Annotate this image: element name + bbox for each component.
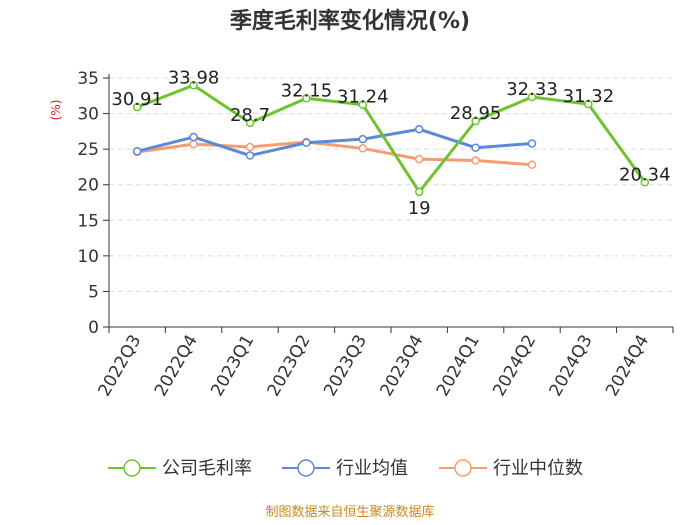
legend-item-1[interactable]: 行业均值 — [282, 458, 408, 479]
x-tick-label: 2024Q3 — [546, 332, 597, 400]
data-label: 30.91 — [111, 89, 163, 110]
x-tick-label: 2023Q3 — [320, 332, 371, 400]
data-point — [245, 151, 255, 160]
data-label: 32.15 — [281, 80, 333, 101]
y-tick-label: 10 — [77, 247, 99, 267]
y-tick-label: 25 — [77, 140, 99, 160]
data-label: 32.33 — [506, 79, 558, 100]
x-tick-label: 2023Q4 — [376, 332, 427, 400]
data-point — [584, 99, 593, 109]
data-point — [527, 139, 537, 148]
data-point — [527, 92, 537, 102]
x-tick-label: 2024Q1 — [433, 331, 484, 399]
y-tick-label: 20 — [77, 176, 99, 196]
y-tick-label: 0 — [88, 318, 99, 338]
data-label: 28.95 — [450, 103, 502, 124]
series-layer — [132, 81, 650, 197]
data-label: 28.7 — [230, 105, 270, 126]
legend-label: 行业中位数 — [493, 458, 583, 479]
series-line-1 — [136, 127, 533, 158]
data-point — [245, 142, 255, 152]
y-tick-label: 30 — [77, 105, 99, 125]
data-point — [245, 118, 255, 128]
x-tick-label: 2024Q4 — [602, 332, 653, 400]
data-label: 19 — [408, 198, 431, 219]
data-point — [471, 156, 480, 165]
x-tick-label: 2022Q4 — [151, 332, 202, 400]
data-point — [132, 102, 142, 112]
series-line-0 — [136, 83, 647, 194]
y-tick-label: 35 — [77, 69, 99, 89]
x-tick-label: 2023Q1 — [207, 332, 258, 400]
data-point — [414, 124, 424, 134]
data-point — [471, 143, 480, 152]
source-note: 制图数据来自恒生聚源数据库 — [265, 504, 434, 520]
data-point — [302, 94, 311, 103]
legend: 公司毛利率 行业均值 行业中位数 — [108, 458, 583, 479]
data-point — [358, 100, 368, 109]
y-tick-label: 15 — [77, 211, 99, 231]
y-tick-label: 5 — [88, 282, 99, 302]
data-point — [358, 134, 368, 144]
legend-label: 行业均值 — [336, 458, 408, 479]
data-point — [471, 116, 480, 126]
data-point — [527, 160, 537, 170]
x-tick-label: 2023Q2 — [264, 332, 315, 400]
data-label: 31.24 — [337, 87, 389, 108]
data-point — [132, 147, 142, 156]
x-tick-label: 2024Q2 — [489, 332, 540, 400]
x-tick-label: 2022Q3 — [94, 332, 145, 400]
legend-swatch-marker — [123, 459, 141, 477]
data-label: 33.98 — [168, 67, 220, 88]
data-point — [414, 187, 424, 197]
chart-title: 季度毛利率变化情况(%) — [230, 8, 470, 34]
data-point — [358, 144, 368, 153]
legend-item-2[interactable]: 行业中位数 — [439, 458, 583, 479]
data-label: 20.34 — [619, 164, 671, 185]
data-point — [302, 138, 311, 147]
data-label: 31.32 — [563, 86, 615, 107]
legend-swatch-marker — [454, 459, 472, 477]
data-point — [189, 132, 198, 142]
data-point — [189, 139, 198, 149]
grid-layer — [109, 77, 673, 292]
legend-swatch-marker — [297, 459, 315, 477]
legend-item-0[interactable]: 公司毛利率 — [108, 458, 252, 479]
legend-label: 公司毛利率 — [162, 458, 252, 479]
data-point — [414, 154, 424, 164]
data-point — [189, 81, 198, 90]
series-line-2 — [136, 140, 533, 167]
data-point — [640, 178, 650, 187]
y-axis-label: (%) — [49, 100, 63, 121]
